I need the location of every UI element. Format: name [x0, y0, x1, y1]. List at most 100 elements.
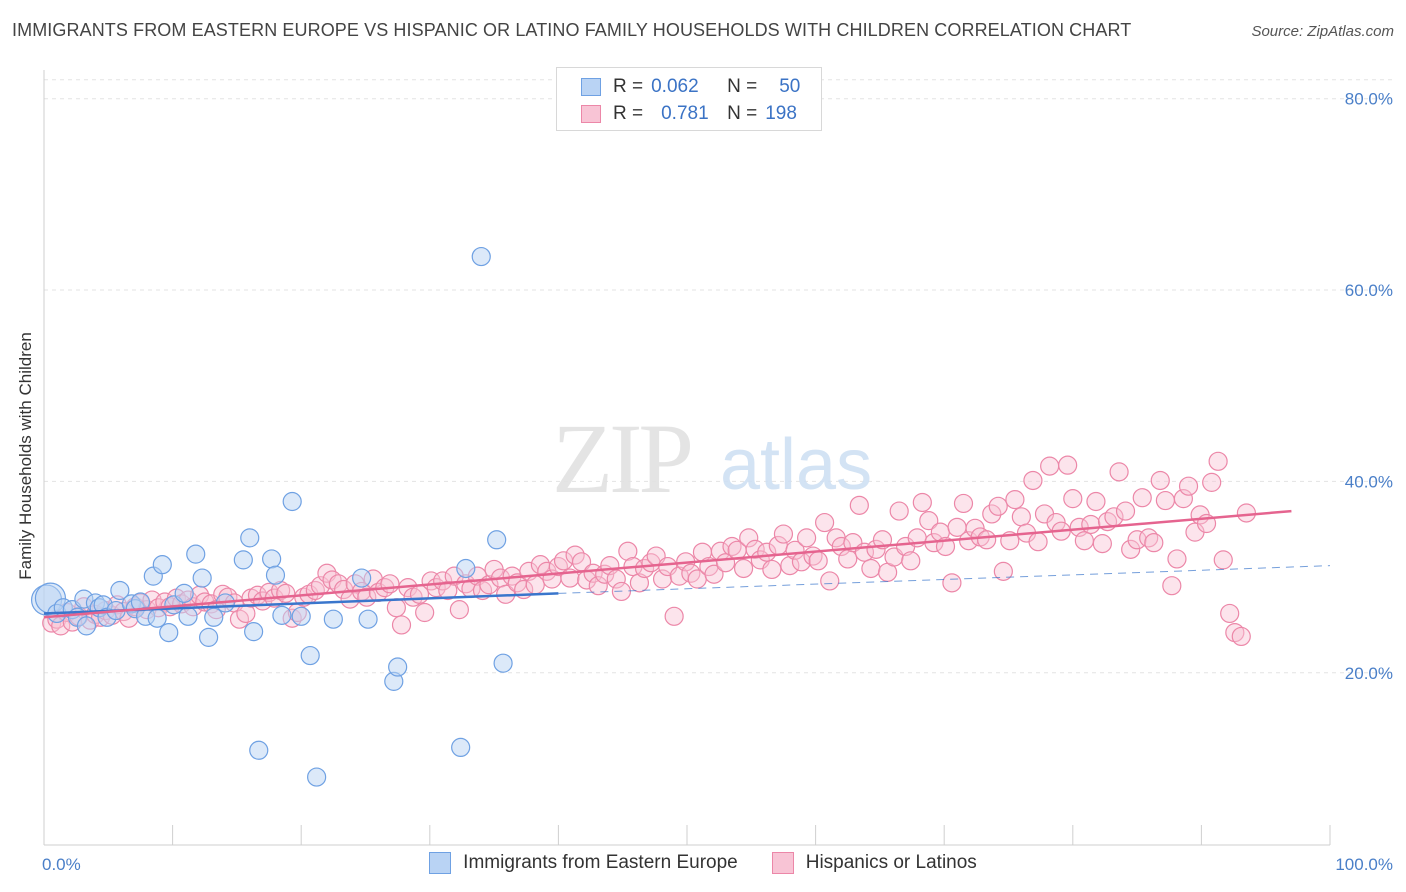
point-hispanics-128 — [780, 556, 800, 576]
gridlines — [44, 79, 1393, 674]
y-tick-label-80: 80.0% — [1345, 90, 1393, 109]
point-eastern-europe-19 — [147, 608, 167, 628]
point-hispanics-95 — [588, 576, 608, 596]
point-hispanics-195 — [1167, 549, 1187, 569]
legend-r-label: R = — [613, 76, 644, 97]
point-hispanics-147 — [889, 501, 909, 521]
point-hispanics-192 — [1150, 470, 1170, 491]
point-eastern-europe-31 — [240, 528, 260, 548]
stats-legend: R = 0.062 N = 50 R = 0.781 N = 198 — [556, 67, 822, 131]
point-hispanics-127 — [773, 524, 794, 544]
point-hispanics-196 — [1173, 489, 1193, 509]
point-hispanics-133 — [808, 551, 828, 571]
point-hispanics-138 — [838, 549, 858, 569]
point-hispanics-151 — [912, 492, 932, 513]
trend-hispanics — [43, 509, 1292, 619]
point-hispanics-122 — [745, 539, 765, 559]
point-hispanics-162 — [977, 530, 997, 550]
point-eastern-europe-42 — [352, 568, 372, 588]
legend-r-label: R = — [613, 103, 644, 124]
point-hispanics-191 — [1144, 533, 1164, 553]
legend-n-value: 50 — [779, 76, 801, 97]
point-eastern-europe-45 — [388, 657, 408, 677]
legend-item-eastern-europe: Immigrants from Eastern Europe — [429, 852, 738, 874]
point-hispanics-69 — [438, 580, 458, 601]
source-label: Source: ZipAtlas.com — [1251, 23, 1394, 40]
point-eastern-europe-30 — [233, 550, 253, 570]
point-hispanics-182 — [1092, 534, 1112, 554]
point-hispanics-197 — [1178, 476, 1199, 496]
legend-r-value: 0.781 — [661, 103, 709, 124]
point-hispanics-44 — [294, 587, 314, 607]
axes — [43, 70, 1331, 846]
point-eastern-europe-47 — [456, 558, 476, 579]
point-hispanics-207 — [1236, 503, 1257, 523]
point-eastern-europe-46 — [451, 737, 471, 758]
point-hispanics-177 — [1063, 489, 1083, 509]
point-hispanics-204 — [1220, 603, 1240, 624]
trend-lines — [43, 509, 1331, 619]
point-eastern-europe-32 — [244, 622, 264, 642]
watermark: ZIP atlas — [552, 403, 872, 514]
point-eastern-europe-36 — [272, 605, 292, 625]
point-hispanics-61 — [391, 615, 412, 635]
point-eastern-europe-35 — [265, 565, 286, 585]
chart-title: IMMIGRANTS FROM EASTERN EUROPE VS HISPAN… — [12, 20, 1132, 40]
y-tick-label-20: 20.0% — [1345, 664, 1393, 683]
point-eastern-europe-48 — [471, 246, 491, 267]
point-eastern-europe-21 — [159, 622, 179, 643]
point-hispanics-134 — [815, 512, 835, 533]
point-hispanics-102 — [629, 573, 650, 593]
legend-r-value: 0.062 — [651, 76, 699, 97]
y-tick-label-40: 40.0% — [1345, 472, 1393, 491]
point-eastern-europe-20 — [152, 555, 172, 575]
point-hispanics-165 — [993, 561, 1013, 581]
point-hispanics-142 — [861, 558, 881, 579]
legend-n-value: 198 — [765, 103, 797, 124]
point-eastern-europe-41 — [323, 609, 343, 629]
point-hispanics-152 — [919, 511, 939, 531]
watermark-zip: ZIP — [552, 403, 690, 514]
point-hispanics-156 — [942, 573, 962, 593]
point-hispanics-41 — [276, 583, 296, 603]
legend-swatch-pink — [771, 852, 794, 874]
point-hispanics-120 — [733, 558, 754, 579]
point-hispanics-167 — [1005, 489, 1025, 510]
point-hispanics-189 — [1132, 488, 1152, 508]
point-hispanics-88 — [548, 556, 569, 577]
point-eastern-europe-33 — [249, 740, 269, 760]
point-hispanics-201 — [1202, 472, 1222, 492]
point-hispanics-59 — [380, 574, 400, 594]
point-hispanics-100 — [618, 541, 638, 561]
point-eastern-europe-25 — [186, 544, 206, 564]
point-eastern-europe-26 — [192, 568, 212, 588]
legend-n-label: N = — [727, 76, 758, 97]
x-tick-label-0: 0.0% — [42, 855, 81, 874]
legend-item-hispanics: Hispanics or Latinos — [771, 852, 977, 874]
point-hispanics-98 — [606, 569, 626, 589]
point-hispanics-60 — [386, 598, 406, 618]
point-hispanics-125 — [762, 559, 782, 580]
point-hispanics-181 — [1086, 491, 1106, 512]
point-eastern-europe-7 — [76, 616, 97, 636]
point-eastern-europe-13 — [110, 580, 130, 601]
y-tick-label-60: 60.0% — [1345, 281, 1393, 300]
point-hispanics-187 — [1121, 539, 1141, 559]
point-hispanics-68 — [433, 571, 453, 591]
legend-row-eastern-europe: R = 0.062 N = 50 — [581, 74, 800, 100]
point-hispanics-118 — [722, 536, 742, 557]
point-hispanics-206 — [1231, 626, 1251, 647]
point-hispanics-106 — [652, 569, 673, 589]
point-eastern-europe-39 — [300, 645, 320, 666]
legend-n-label: N = — [727, 103, 758, 124]
point-hispanics-121 — [739, 528, 759, 548]
point-hispanics-158 — [953, 493, 974, 514]
watermark-atlas: atlas — [720, 425, 872, 505]
point-eastern-europe-27 — [199, 627, 219, 647]
series-legend: Immigrants from Eastern Europe Hispanics… — [0, 852, 1406, 874]
point-eastern-europe-23 — [174, 583, 194, 603]
y-tick-labels: 20.0% 40.0% 60.0% 80.0% — [1345, 90, 1393, 683]
point-hispanics-149 — [901, 551, 921, 571]
point-hispanics-180 — [1081, 514, 1101, 535]
